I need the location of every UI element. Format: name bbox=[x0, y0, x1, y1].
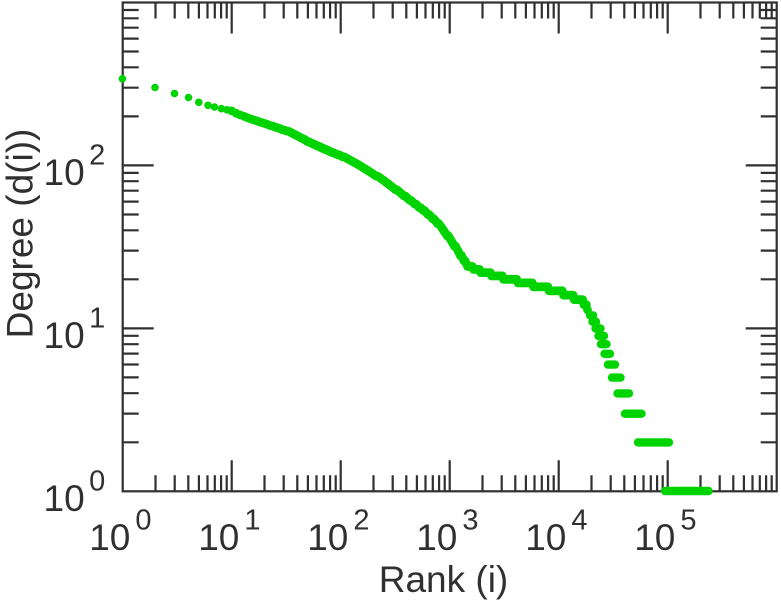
svg-text:Rank (i): Rank (i) bbox=[379, 559, 509, 600]
svg-text:Degree (d(i)): Degree (d(i)) bbox=[0, 129, 41, 339]
